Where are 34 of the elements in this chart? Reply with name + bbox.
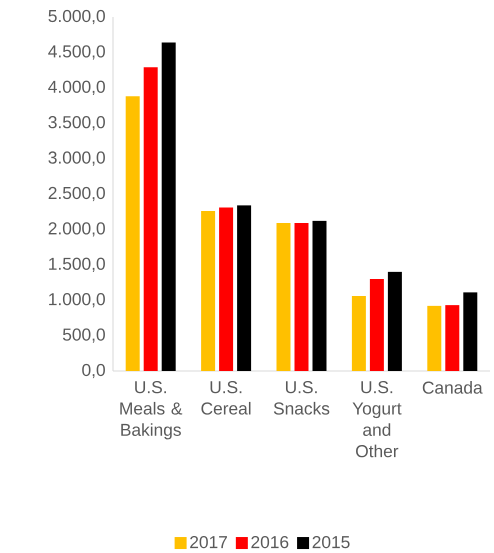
bar (237, 205, 252, 371)
y-tick-label: 3.500,0 (48, 116, 105, 130)
bar (370, 278, 384, 371)
y-tick-label: 1.000,0 (49, 293, 105, 308)
y-tick-label: 4.500,0 (48, 45, 105, 60)
y-tick-label: 0,0 (82, 364, 105, 378)
y-tick-label: 2.500,0 (48, 186, 105, 202)
x-tick-label: Canada (422, 381, 483, 394)
x-tick-label: U.S. Cereal (201, 381, 250, 415)
x-tick-label: U.S. Snacks (274, 381, 330, 415)
bar (201, 210, 216, 371)
bar (162, 42, 176, 371)
bar (352, 296, 366, 371)
legend-label: 2015 (312, 536, 350, 548)
y-tick-label: 3.000,0 (48, 151, 105, 166)
legend-label: 2017 (190, 536, 227, 548)
y-tick-label: 5.000,0 (48, 10, 105, 24)
y-tick-label: 2.000,0 (48, 222, 105, 237)
bar (445, 305, 460, 371)
x-tick-label: U.S. Yogurt and Other (352, 381, 402, 458)
bar (427, 306, 442, 371)
bar (312, 220, 326, 371)
bar (294, 223, 308, 371)
y-tick-label: 4.000,0 (48, 80, 105, 95)
bar (219, 207, 234, 371)
bar (388, 272, 402, 371)
y-tick-label: 1.500,0 (49, 258, 105, 272)
bar (463, 292, 478, 371)
bar (276, 223, 290, 371)
x-tick-label: U.S. Meals & Bakings (120, 381, 182, 440)
legend-label: 2016 (251, 536, 288, 548)
y-tick-label: 500,0 (62, 328, 105, 343)
bar (144, 67, 158, 371)
bar (126, 96, 140, 371)
